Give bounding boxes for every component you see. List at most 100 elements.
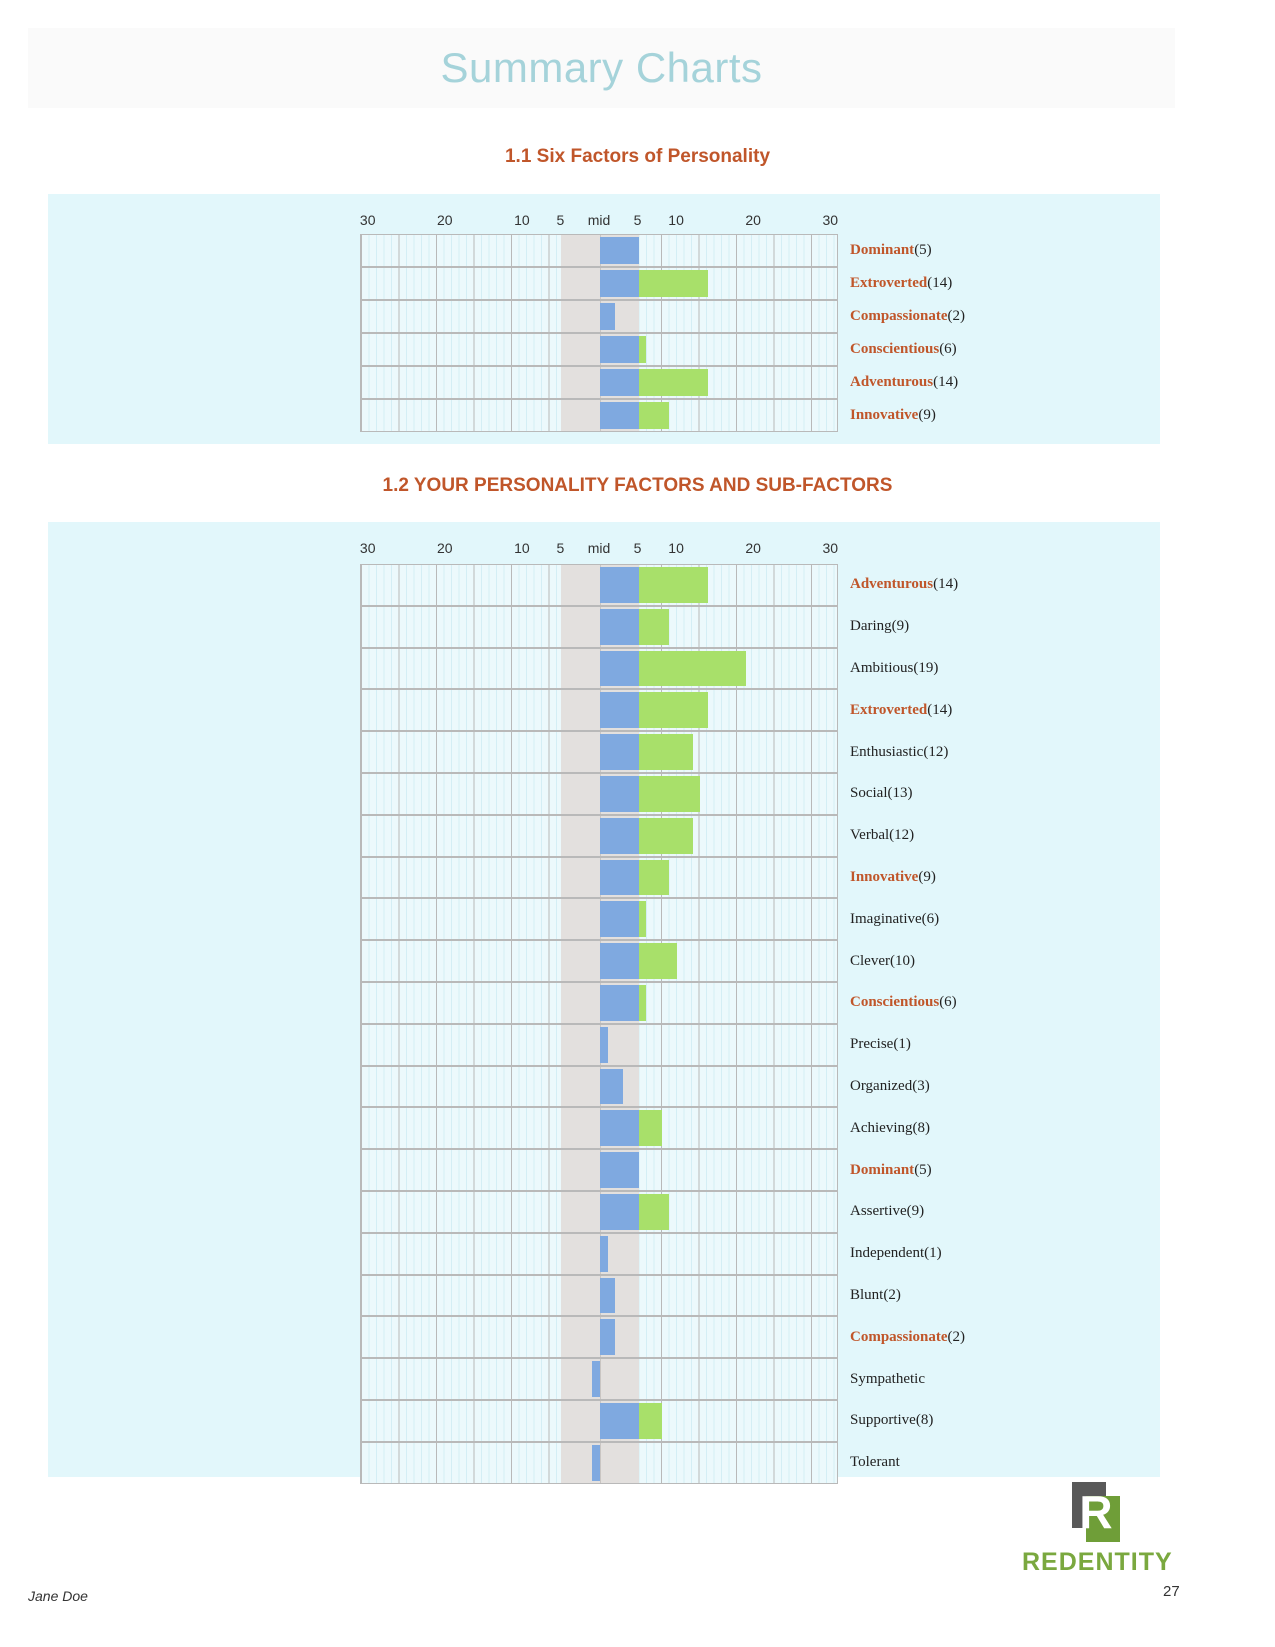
trait-name: Compassionate xyxy=(850,308,948,324)
trait-score: (2) xyxy=(883,1286,901,1303)
chart-track xyxy=(360,689,838,732)
chart-track xyxy=(360,1316,838,1359)
axis-tick-label: 20 xyxy=(745,540,761,556)
row-divider xyxy=(361,1316,837,1318)
row-divider xyxy=(361,333,837,334)
row-divider xyxy=(361,856,837,858)
row-divider xyxy=(361,939,837,941)
row-divider xyxy=(361,299,837,300)
subfactor-label-right: Verbal (12) xyxy=(838,815,1138,857)
chart-track xyxy=(360,366,838,399)
chart-row: Innovative (9) xyxy=(48,399,1160,432)
subfactor-label-left xyxy=(48,1107,348,1149)
bar-core-segment xyxy=(600,650,639,687)
redentity-logo: R REDENTITY xyxy=(1022,1482,1172,1594)
trait-name: Organized xyxy=(850,1077,913,1094)
chart-row: Assertive (9) xyxy=(48,1191,1160,1233)
bar-core-segment xyxy=(600,1026,608,1063)
chart-row: Ambitious (19) xyxy=(48,647,1160,690)
bar-core-segment xyxy=(600,817,639,854)
bar-extended-segment xyxy=(638,608,670,645)
trait-score: (5) xyxy=(914,242,932,258)
trait-score: (1) xyxy=(893,1036,911,1053)
factor-label-left xyxy=(48,1149,348,1191)
bar-extended-segment xyxy=(638,734,693,770)
row-divider xyxy=(361,773,837,774)
bar-core-segment xyxy=(600,1110,639,1147)
factor-label-left xyxy=(48,300,348,333)
neutral-band xyxy=(561,1316,639,1359)
bar-core-segment xyxy=(600,1319,616,1356)
subfactor-label-right: Tolerant xyxy=(838,1442,1138,1484)
row-divider xyxy=(361,1106,837,1108)
row-divider xyxy=(361,688,837,690)
trait-score: (10) xyxy=(889,952,915,969)
chart-track xyxy=(360,1358,838,1400)
chart-track xyxy=(360,856,838,899)
row-divider xyxy=(361,1315,837,1317)
bar-core-segment xyxy=(600,567,639,603)
subfactor-label-left xyxy=(48,773,348,815)
row-divider xyxy=(361,1274,837,1276)
subfactor-label-right: Enthusiastic (12) xyxy=(838,731,1138,773)
chart-track xyxy=(360,1232,838,1275)
subfactor-label-left xyxy=(48,606,348,648)
bar-core-segment xyxy=(600,237,639,264)
row-divider xyxy=(361,1441,837,1443)
bar-extended-segment xyxy=(638,817,693,854)
row-divider xyxy=(361,1358,837,1360)
subfactor-label-right: Organized (3) xyxy=(838,1066,1138,1108)
factor-label-right: Compassionate (2) xyxy=(838,300,1138,333)
axis-tick-label: mid xyxy=(587,212,611,228)
trait-score: (13) xyxy=(887,785,913,802)
factor-label-right: Dominant (5) xyxy=(838,1149,1138,1191)
chart-track xyxy=(360,399,838,432)
bar-extended-segment xyxy=(638,336,647,363)
bar-core-segment xyxy=(600,336,639,363)
row-divider xyxy=(361,1023,837,1025)
neutral-band xyxy=(561,1358,639,1400)
factor-label-left xyxy=(48,564,348,606)
chart-track xyxy=(360,1441,838,1484)
chart-track xyxy=(360,300,838,333)
bar-core-segment xyxy=(600,1152,639,1188)
chart-row: Organized (3) xyxy=(48,1065,1160,1108)
chart-row: Extroverted (14) xyxy=(48,267,1160,300)
footer-user-name: Jane Doe xyxy=(28,1588,88,1604)
subfactor-label-left xyxy=(48,648,348,690)
trait-score: (12) xyxy=(923,743,949,760)
chart-track xyxy=(360,1107,838,1150)
subfactor-label-right: Achieving (8) xyxy=(838,1107,1138,1149)
row-divider xyxy=(361,399,837,400)
row-divider xyxy=(361,814,837,816)
row-divider xyxy=(361,1022,837,1024)
subfactor-label-left xyxy=(48,1358,348,1400)
subfactor-label-right: Supportive (8) xyxy=(838,1400,1138,1442)
chart-row: Daring (9) xyxy=(48,605,1160,648)
bar-extended-segment xyxy=(638,1110,662,1147)
row-divider xyxy=(361,431,837,432)
trait-name: Blunt xyxy=(850,1286,884,1303)
chart-row: Extroverted (14) xyxy=(48,689,1160,732)
bar-extended-segment xyxy=(638,901,647,938)
row-divider xyxy=(361,398,837,399)
subfactor-label-right: Social (13) xyxy=(838,773,1138,815)
subfactor-label-left xyxy=(48,1275,348,1317)
neutral-band xyxy=(561,1232,639,1275)
chart-row: Compassionate (2) xyxy=(48,1316,1160,1359)
bar-core-segment xyxy=(600,303,616,330)
row-divider xyxy=(361,940,837,942)
trait-name: Precise xyxy=(850,1036,894,1053)
row-divider xyxy=(361,647,837,649)
axis-tick-label: 10 xyxy=(514,212,530,228)
chart-axis-scale: 30 20 10 5 mid 5 10 20 30 xyxy=(48,212,1160,234)
row-divider xyxy=(361,1400,837,1401)
chart-track xyxy=(360,647,838,690)
trait-score: (9) xyxy=(918,868,936,885)
row-divider xyxy=(361,366,837,367)
row-divider xyxy=(361,266,837,267)
trait-name: Dominant xyxy=(850,242,915,258)
chart-track xyxy=(360,898,838,941)
bar-core-segment xyxy=(600,270,639,297)
bar-core-segment xyxy=(600,1277,616,1314)
